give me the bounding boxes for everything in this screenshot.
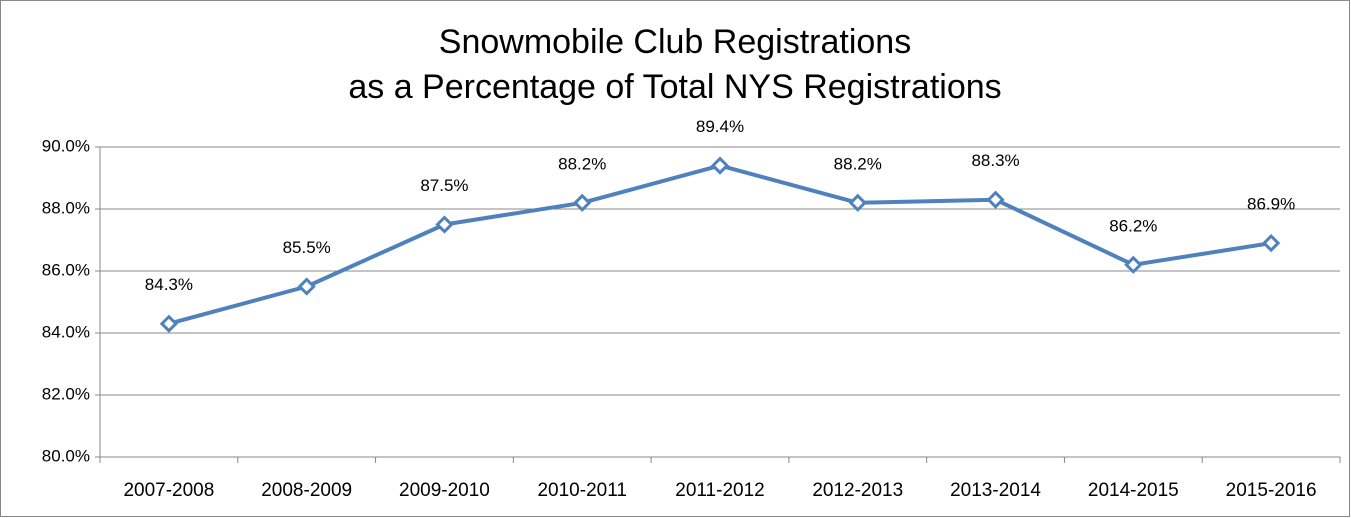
y-tick-label: 88.0% <box>42 198 90 217</box>
x-tick-label: 2007-2008 <box>123 480 214 501</box>
chart-title: as a Percentage of Total NYS Registratio… <box>348 68 1001 106</box>
data-label: 84.3% <box>145 275 193 294</box>
data-label: 85.5% <box>283 238 331 257</box>
x-tick-label: 2014-2015 <box>1088 480 1179 501</box>
y-tick-label: 80.0% <box>42 446 90 465</box>
x-tick-label: 2009-2010 <box>399 480 490 501</box>
data-point <box>159 314 179 333</box>
x-tick-label: 2010-2011 <box>537 480 626 501</box>
data-label: 86.2% <box>1109 216 1157 235</box>
x-tick-label: 2015-2016 <box>1226 480 1317 501</box>
data-label: 89.4% <box>696 117 744 136</box>
x-tick-label: 2011-2012 <box>675 480 764 501</box>
data-point <box>435 215 454 234</box>
x-tick-label: 2008-2009 <box>261 480 352 501</box>
data-point <box>848 193 867 212</box>
data-point <box>1124 255 1143 274</box>
data-label: 88.2% <box>834 154 882 173</box>
data-point <box>297 277 316 296</box>
y-tick-label: 82.0% <box>42 384 90 403</box>
data-point <box>710 156 730 175</box>
y-tick-label: 90.0% <box>42 136 90 155</box>
y-tick-label: 86.0% <box>42 260 90 279</box>
data-point <box>986 190 1005 209</box>
data-label: 88.3% <box>971 151 1019 170</box>
x-tick-label: 2013-2014 <box>950 480 1041 501</box>
y-tick-label: 84.0% <box>42 322 90 341</box>
x-tick-label: 2012-2013 <box>812 480 903 501</box>
chart-title: Snowmobile Club Registrations <box>439 23 911 61</box>
data-label: 88.2% <box>558 154 606 173</box>
data-point <box>573 193 592 212</box>
data-label: 86.9% <box>1247 195 1295 214</box>
data-point <box>1261 233 1281 253</box>
data-label: 87.5% <box>420 176 468 195</box>
